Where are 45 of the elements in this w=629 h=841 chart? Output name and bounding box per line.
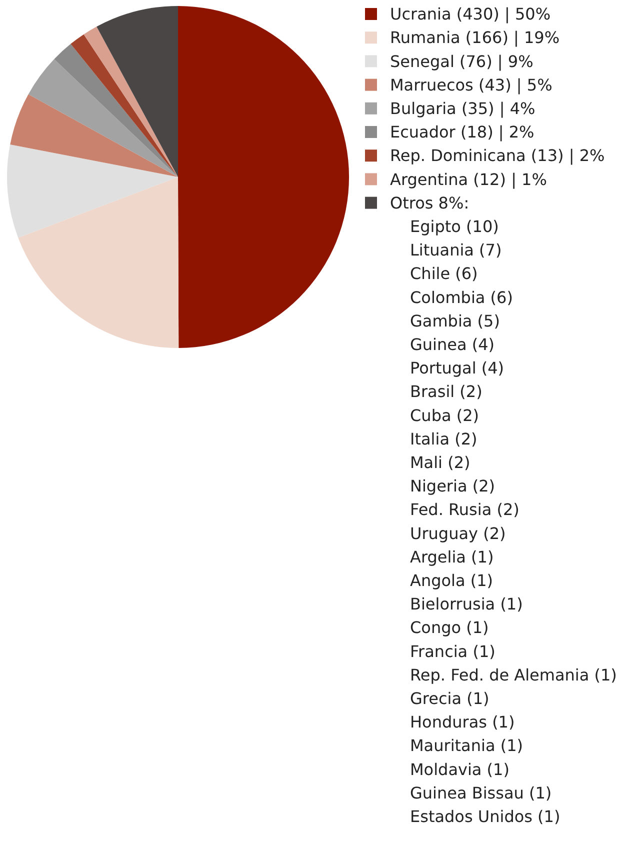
pie-slice	[70, 34, 178, 177]
text: Angola (1)	[410, 571, 494, 590]
text: Lituania (7)	[410, 240, 502, 260]
text: Grecia (1)	[410, 689, 490, 708]
legend-label: Senegal (76) | 9%	[390, 52, 534, 71]
legend-label: Argentina (12) | 1%	[390, 170, 547, 189]
text: Cuba (2)	[410, 406, 480, 425]
pie-slice	[54, 44, 178, 177]
text: Mauritania (1)	[410, 736, 523, 756]
text: Italia (2)	[410, 429, 478, 448]
text: Brasil (2)	[410, 382, 482, 402]
text: Estados Unidos (1)	[410, 807, 560, 826]
text: Rep. Fed. de Alemania (1)	[410, 665, 617, 684]
legend-label: Ucrania (430) | 50%	[390, 4, 551, 24]
pie-slice	[10, 94, 178, 177]
pie-slice	[18, 177, 179, 348]
text: Uruguay (2)	[410, 524, 506, 543]
legend-label: Bulgaria (35) | 4%	[390, 99, 536, 118]
pie-slice	[28, 59, 178, 177]
legend-label: Otros 8%	[390, 193, 464, 212]
pie-slice	[7, 144, 178, 238]
legend-label: Marruecos (43) | 5%	[390, 75, 552, 94]
pie-slice	[96, 6, 178, 177]
legend-label: Rumania (166) | 19%	[390, 28, 560, 48]
legend-label: Ecuador (18) | 2%	[390, 122, 534, 142]
text: Gambia (5)	[410, 311, 500, 330]
text: Guinea (4)	[410, 335, 495, 354]
text: Moldavia (1)	[410, 760, 510, 779]
legend-label: Rep. Dominicana (13) | 2%	[390, 146, 605, 166]
text: Fed. Rusia (2)	[410, 500, 520, 520]
text: Honduras (1)	[410, 712, 515, 732]
text: Francia (1)	[410, 642, 496, 661]
text: Guinea Bissau (1)	[410, 783, 552, 802]
text: Argelia (1)	[410, 547, 494, 566]
text: Portugal (4)	[410, 358, 504, 378]
text: Congo (1)	[410, 618, 489, 638]
text: Bielorrusia (1)	[410, 594, 523, 614]
text: Mali (2)	[410, 453, 470, 472]
text: Colombia (6)	[410, 288, 513, 307]
text: Egipto (10)	[410, 217, 499, 236]
text: :	[464, 193, 470, 212]
text: Chile (6)	[410, 264, 478, 284]
text: Nigeria (2)	[410, 476, 495, 496]
pie-slice	[178, 6, 349, 348]
pie-slice	[84, 26, 178, 177]
